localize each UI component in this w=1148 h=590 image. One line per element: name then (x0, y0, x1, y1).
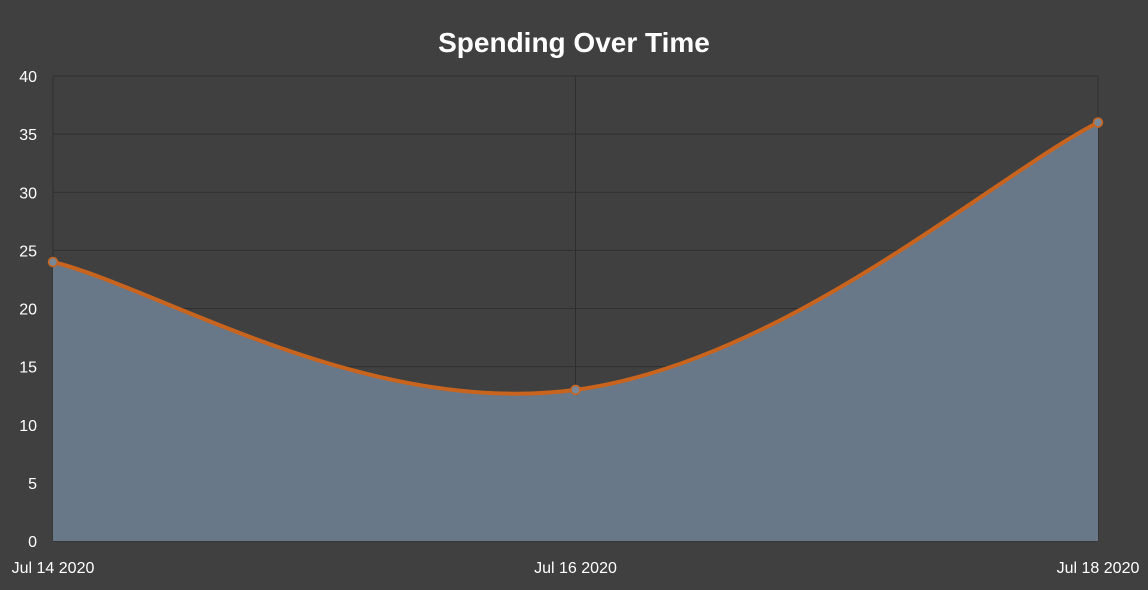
x-tick-label: Jul 16 2020 (534, 560, 617, 577)
y-tick-label: 30 (19, 185, 37, 202)
data-point (47, 256, 59, 268)
y-tick-label: 5 (28, 476, 37, 493)
y-tick-label: 40 (19, 69, 37, 86)
chart-title: Spending Over Time (438, 27, 710, 58)
series-area-fill (53, 122, 1098, 541)
y-axis-ticks: 0 5 10 15 20 25 30 35 40 (19, 69, 37, 551)
point-layer (47, 117, 1104, 396)
y-tick-label: 10 (19, 418, 37, 435)
x-axis-ticks: Jul 14 2020 Jul 16 2020 Jul 18 2020 (12, 560, 1140, 577)
x-tick-label: Jul 14 2020 (12, 560, 95, 577)
data-point (1092, 117, 1104, 128)
data-point (570, 384, 581, 396)
y-tick-label: 20 (19, 302, 37, 319)
y-tick-label: 35 (19, 127, 37, 144)
x-tick-label: Jul 18 2020 (1057, 560, 1140, 577)
y-tick-label: 25 (19, 243, 37, 260)
y-tick-label: 15 (19, 360, 37, 377)
y-tick-label: 0 (28, 534, 37, 551)
